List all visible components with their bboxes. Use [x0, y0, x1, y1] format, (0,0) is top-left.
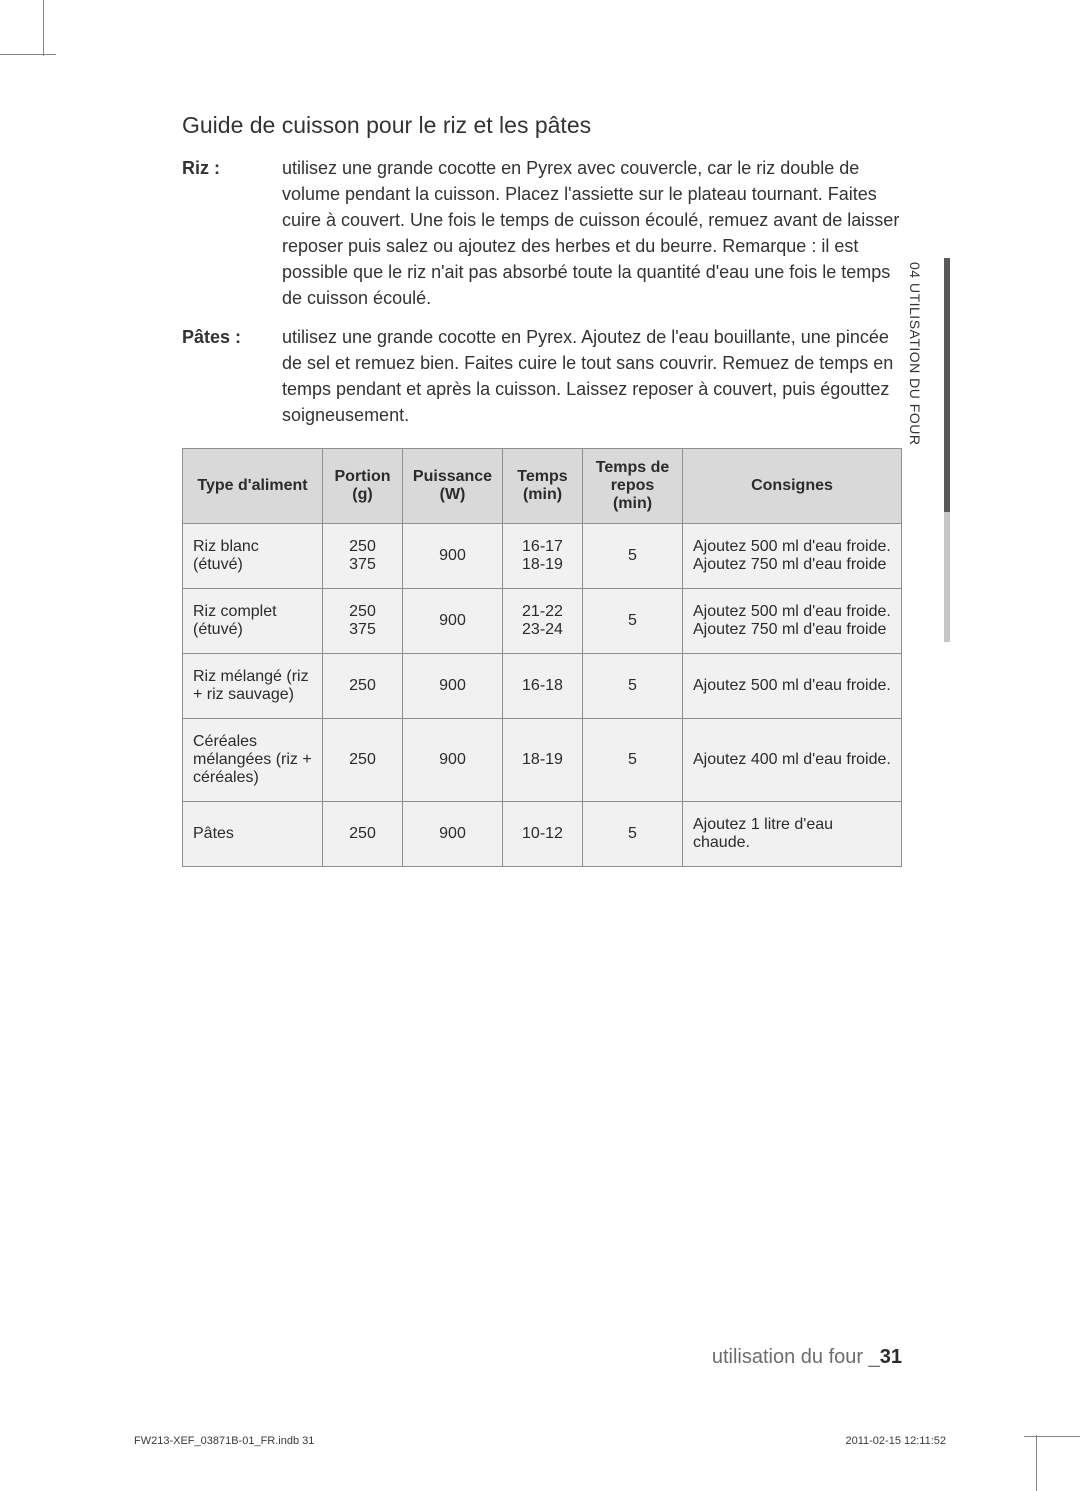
- cell-type: Pâtes: [183, 801, 323, 866]
- cell-time: 10-12: [503, 801, 583, 866]
- cell-power: 900: [403, 718, 503, 801]
- section-title: Guide de cuisson pour le riz et les pâte…: [182, 112, 902, 139]
- table-row: Riz complet (étuvé) 250375 900 21-2223-2…: [183, 588, 902, 653]
- th-power: Puissance (W): [403, 448, 503, 523]
- crop-mark: [43, 0, 44, 56]
- th-time: Temps (min): [503, 448, 583, 523]
- table-row: Riz mélangé (riz + riz sauvage) 250 900 …: [183, 653, 902, 718]
- print-slug-right: 2011-02-15 12:11:52: [845, 1435, 946, 1447]
- table-row: Pâtes 250 900 10-12 5 Ajoutez 1 litre d'…: [183, 801, 902, 866]
- th-rest: Temps de repos (min): [583, 448, 683, 523]
- cell-power: 900: [403, 801, 503, 866]
- cell-instr: Ajoutez 1 litre d'eau chaude.: [683, 801, 902, 866]
- th-portion: Portion (g): [323, 448, 403, 523]
- def-term: Pâtes :: [182, 324, 282, 428]
- table-row: Céréales mélangées (riz + céréales) 250 …: [183, 718, 902, 801]
- cell-time: 16-18: [503, 653, 583, 718]
- cell-power: 900: [403, 523, 503, 588]
- def-desc: utilisez une grande cocotte en Pyrex. Aj…: [282, 324, 902, 428]
- cell-instr: Ajoutez 500 ml d'eau froide.Ajoutez 750 …: [683, 588, 902, 653]
- cell-type: Riz complet (étuvé): [183, 588, 323, 653]
- cell-type: Riz mélangé (riz + riz sauvage): [183, 653, 323, 718]
- cell-type: Riz blanc (étuvé): [183, 523, 323, 588]
- cooking-table: Type d'aliment Portion (g) Puissance (W)…: [182, 448, 902, 867]
- cell-rest: 5: [583, 588, 683, 653]
- cell-instr: Ajoutez 400 ml d'eau froide.: [683, 718, 902, 801]
- definition-list: Riz : utilisez une grande cocotte en Pyr…: [182, 155, 902, 428]
- side-label: 04 UTILISATION DU FOUR: [907, 262, 923, 445]
- cell-instr: Ajoutez 500 ml d'eau froide.Ajoutez 750 …: [683, 523, 902, 588]
- content-area: Guide de cuisson pour le riz et les pâte…: [182, 112, 902, 867]
- cell-portion: 250: [323, 801, 403, 866]
- side-bar-light: [944, 512, 950, 642]
- table-header-row: Type d'aliment Portion (g) Puissance (W)…: [183, 448, 902, 523]
- cell-power: 900: [403, 588, 503, 653]
- cell-portion: 250: [323, 718, 403, 801]
- def-term: Riz :: [182, 155, 282, 312]
- th-instr: Consignes: [683, 448, 902, 523]
- cell-rest: 5: [583, 523, 683, 588]
- print-slug-left: FW213-XEF_03871B-01_FR.indb 31: [134, 1435, 314, 1447]
- crop-mark: [0, 54, 56, 55]
- table-row: Riz blanc (étuvé) 250375 900 16-1718-19 …: [183, 523, 902, 588]
- cell-type: Céréales mélangées (riz + céréales): [183, 718, 323, 801]
- cell-portion: 250375: [323, 588, 403, 653]
- crop-mark: [1024, 1436, 1080, 1437]
- def-desc: utilisez une grande cocotte en Pyrex ave…: [282, 155, 902, 312]
- cell-time: 18-19: [503, 718, 583, 801]
- cell-rest: 5: [583, 801, 683, 866]
- footer-caption: utilisation du four _31: [712, 1346, 902, 1369]
- crop-mark: [1036, 1435, 1037, 1491]
- side-bar-dark: [944, 258, 950, 512]
- page: Guide de cuisson pour le riz et les pâte…: [0, 0, 1080, 1491]
- cell-rest: 5: [583, 718, 683, 801]
- cell-time: 21-2223-24: [503, 588, 583, 653]
- page-number: 31: [880, 1346, 902, 1368]
- cell-power: 900: [403, 653, 503, 718]
- th-type: Type d'aliment: [183, 448, 323, 523]
- side-tab: 04 UTILISATION DU FOUR: [907, 262, 939, 450]
- cell-portion: 250: [323, 653, 403, 718]
- cell-portion: 250375: [323, 523, 403, 588]
- footer-text: utilisation du four _: [712, 1346, 880, 1368]
- cell-time: 16-1718-19: [503, 523, 583, 588]
- cell-instr: Ajoutez 500 ml d'eau froide.: [683, 653, 902, 718]
- cell-rest: 5: [583, 653, 683, 718]
